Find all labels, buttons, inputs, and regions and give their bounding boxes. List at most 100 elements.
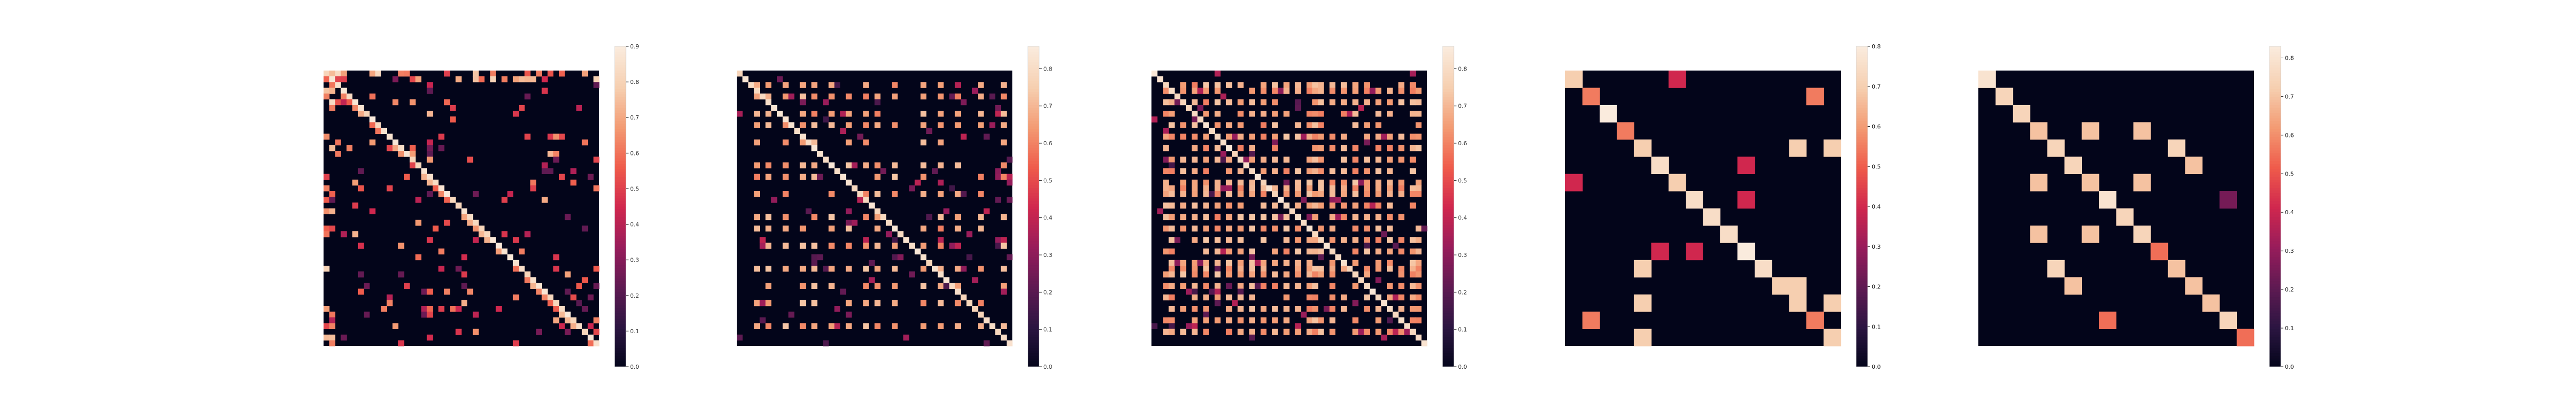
colorbar-segment bbox=[1028, 230, 1039, 234]
colorbar-tick-label: 0.8 bbox=[1458, 65, 1467, 72]
heatmap-cell bbox=[1255, 174, 1261, 180]
heatmap-cell bbox=[851, 162, 858, 168]
heatmap-cell bbox=[1306, 168, 1313, 175]
heatmap-cell bbox=[828, 265, 835, 272]
heatmap-cell bbox=[886, 219, 892, 226]
heatmap-cell bbox=[1415, 185, 1422, 192]
colorbar-segment bbox=[2269, 81, 2281, 84]
heatmap-cell bbox=[765, 283, 772, 289]
colorbar-tick-label: 0.4 bbox=[2285, 209, 2294, 216]
heatmap-cell bbox=[1410, 82, 1416, 88]
heatmap-cell bbox=[1180, 133, 1187, 140]
heatmap-cell bbox=[995, 243, 1002, 249]
heatmap-cell bbox=[1375, 237, 1382, 243]
colorbar-segment bbox=[1028, 254, 1039, 258]
colorbar-segment bbox=[1856, 150, 1868, 153]
heatmap-cell bbox=[972, 88, 978, 94]
heatmap-cell bbox=[1364, 139, 1370, 146]
colorbar-segment bbox=[1028, 342, 1039, 346]
colorbar-frame bbox=[614, 46, 626, 367]
heatmap-cell bbox=[1312, 317, 1318, 323]
colorbar-segment bbox=[1443, 201, 1454, 204]
heatmap-cell bbox=[553, 254, 560, 261]
colorbar-segment bbox=[2269, 241, 2281, 245]
colorbar-segment bbox=[2269, 225, 2281, 229]
colorbar-segment bbox=[1443, 257, 1454, 261]
heatmap-cell bbox=[1283, 237, 1290, 243]
colorbar-segment bbox=[2269, 364, 2281, 367]
colorbar-segment bbox=[2269, 316, 2281, 319]
heatmap-cell bbox=[358, 185, 364, 192]
heatmap-cell bbox=[1226, 237, 1232, 243]
heatmap-cell bbox=[1001, 214, 1007, 220]
heatmap-cell bbox=[427, 82, 433, 88]
colorbar-segment bbox=[2269, 110, 2281, 114]
heatmap-cell bbox=[845, 139, 852, 146]
heatmap-cell bbox=[1260, 168, 1267, 175]
colorbar-segment bbox=[1443, 147, 1454, 151]
heatmap-cell bbox=[421, 312, 428, 318]
heatmap-cell bbox=[938, 111, 944, 117]
heatmap-cell bbox=[1410, 111, 1416, 117]
heatmap-cell bbox=[1318, 157, 1324, 163]
heatmap-cell bbox=[1260, 191, 1267, 197]
colorbar-segment bbox=[1443, 249, 1454, 252]
heatmap-cell bbox=[444, 99, 450, 106]
colorbar-segment bbox=[1856, 54, 1868, 58]
heatmap-cell bbox=[800, 323, 806, 329]
heatmap-cell bbox=[1272, 317, 1278, 323]
colorbar-segment bbox=[615, 110, 626, 114]
heatmap-cell bbox=[817, 151, 823, 157]
heatmap-cell bbox=[863, 265, 869, 272]
heatmap-cell bbox=[2099, 191, 2116, 209]
colorbar-segment bbox=[1443, 254, 1454, 258]
colorbar-segment bbox=[1856, 337, 1868, 340]
colorbar-segment bbox=[1443, 121, 1454, 124]
colorbar-segment bbox=[1856, 147, 1868, 151]
heatmap-cell bbox=[771, 105, 777, 111]
heatmap-cell bbox=[427, 288, 433, 295]
heatmap-cell bbox=[438, 191, 445, 197]
heatmap-cell bbox=[840, 288, 846, 295]
heatmap-cell bbox=[1352, 225, 1359, 232]
heatmap-cell bbox=[450, 197, 456, 203]
heatmap-cell bbox=[1318, 237, 1324, 243]
heatmap-cell bbox=[845, 208, 852, 215]
heatmap-cell bbox=[392, 139, 399, 146]
heatmap-cell bbox=[1174, 260, 1181, 266]
colorbar-segment bbox=[2269, 353, 2281, 356]
heatmap-cell bbox=[472, 191, 479, 197]
heatmap-cell bbox=[1180, 265, 1187, 272]
colorbar-segment bbox=[1856, 291, 1868, 295]
heatmap-cell bbox=[978, 174, 984, 180]
heatmap-cell bbox=[1295, 271, 1301, 278]
heatmap-cell bbox=[1163, 157, 1169, 163]
heatmap-cell bbox=[324, 185, 330, 192]
colorbar-segment bbox=[1028, 97, 1039, 100]
heatmap-cell bbox=[358, 105, 364, 111]
colorbar-segment bbox=[1856, 198, 1868, 202]
heatmap-cell bbox=[1398, 237, 1404, 243]
heatmap-cell bbox=[501, 197, 508, 203]
colorbar-segment bbox=[615, 124, 626, 127]
colorbar-segment bbox=[1443, 131, 1454, 135]
heatmap-cell bbox=[1341, 145, 1347, 151]
heatmap-cell bbox=[1180, 305, 1187, 312]
heatmap-cell bbox=[1220, 157, 1227, 163]
colorbar-segment bbox=[615, 334, 626, 338]
heatmap-cell bbox=[1335, 197, 1342, 203]
heatmap-cell bbox=[1410, 88, 1416, 94]
heatmap-cell bbox=[1168, 225, 1175, 232]
heatmap-cell bbox=[1243, 157, 1249, 163]
heatmap-cell bbox=[828, 82, 835, 88]
heatmap-cell bbox=[955, 300, 961, 306]
colorbar-segment bbox=[1028, 94, 1039, 98]
heatmap-cell bbox=[1651, 157, 1669, 175]
heatmap-cell bbox=[823, 99, 829, 106]
colorbar-segment bbox=[1856, 99, 1868, 103]
heatmap-panel-3: 0.00.10.20.30.40.50.60.70.8 bbox=[1151, 46, 1467, 370]
heatmap-cell bbox=[800, 300, 806, 306]
heatmap-cell bbox=[1410, 185, 1416, 192]
heatmap-cell bbox=[1168, 185, 1175, 192]
heatmap-cell bbox=[1306, 185, 1313, 192]
